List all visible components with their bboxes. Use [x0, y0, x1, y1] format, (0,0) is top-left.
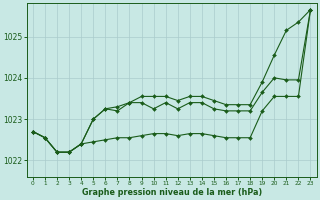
X-axis label: Graphe pression niveau de la mer (hPa): Graphe pression niveau de la mer (hPa)	[82, 188, 262, 197]
